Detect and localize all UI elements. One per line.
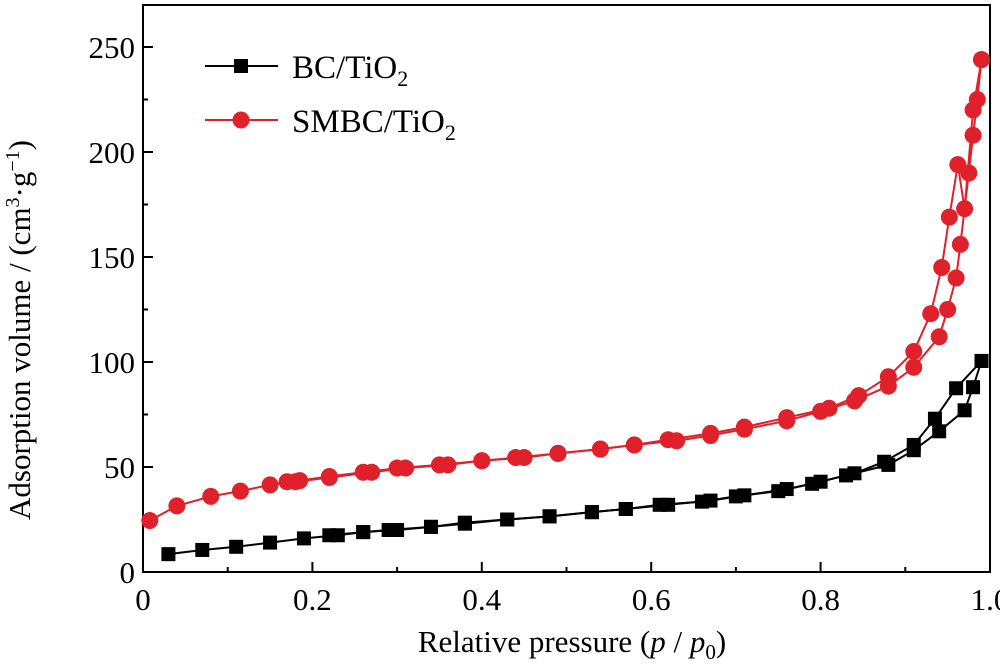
data-point-bc-tio2 xyxy=(957,403,972,418)
y-tick-label: 0 xyxy=(120,555,136,590)
data-point-smbc-tio2 xyxy=(141,512,159,530)
data-point-smbc-tio2 xyxy=(261,476,279,494)
legend-label-smbc-tio2: SMBC/TiO2 xyxy=(292,104,456,145)
data-point-smbc-tio2 xyxy=(778,409,796,427)
data-point-smbc-tio2 xyxy=(363,463,381,481)
x-axis-title: Relative pressure (p / p0) xyxy=(418,624,726,664)
legend-label-bc-tio2: BC/TiO2 xyxy=(292,50,408,91)
data-point-smbc-tio2 xyxy=(973,51,991,69)
data-point-bc-tio2 xyxy=(661,497,676,512)
y-tick-label: 100 xyxy=(89,345,136,380)
x-tick-label: 0.8 xyxy=(801,582,840,617)
data-point-smbc-tio2 xyxy=(701,424,719,442)
data-point-bc-tio2 xyxy=(195,542,210,557)
series-bc-tio2 xyxy=(161,353,989,562)
series-layer xyxy=(141,51,991,562)
y-tick-label: 200 xyxy=(89,135,136,170)
data-point-smbc-tio2 xyxy=(939,301,957,318)
data-point-smbc-tio2 xyxy=(933,259,951,276)
data-point-smbc-tio2 xyxy=(905,343,923,360)
data-point-bc-tio2 xyxy=(584,505,599,520)
legend-marker-bc-tio2 xyxy=(234,59,248,73)
data-point-bc-tio2 xyxy=(813,474,828,489)
data-point-smbc-tio2 xyxy=(625,436,643,454)
data-point-smbc-tio2 xyxy=(820,399,838,417)
data-point-bc-tio2 xyxy=(322,528,337,543)
data-point-bc-tio2 xyxy=(927,411,942,426)
data-point-smbc-tio2 xyxy=(850,387,868,405)
axes: 0 0.2 0.4 0.6 0.8 1.0 0 50 100 150 200 250 xyxy=(89,4,1000,617)
data-point-smbc-tio2 xyxy=(930,328,948,346)
data-point-smbc-tio2 xyxy=(168,497,186,515)
data-point-bc-tio2 xyxy=(779,482,794,497)
data-point-smbc-tio2 xyxy=(947,269,965,287)
legend-item-smbc-tio2: SMBC/TiO2 xyxy=(205,104,456,145)
x-tick-label: 1.0 xyxy=(971,582,1000,617)
data-point-smbc-tio2 xyxy=(735,418,753,436)
data-point-bc-tio2 xyxy=(423,519,438,534)
data-point-bc-tio2 xyxy=(356,525,371,540)
data-point-bc-tio2 xyxy=(932,424,947,439)
data-point-smbc-tio2 xyxy=(549,444,567,462)
data-point-smbc-tio2 xyxy=(949,156,967,174)
data-point-smbc-tio2 xyxy=(905,358,923,376)
data-point-bc-tio2 xyxy=(263,535,278,550)
data-point-bc-tio2 xyxy=(229,539,244,554)
data-point-bc-tio2 xyxy=(703,493,718,508)
x-tick-label: 0 xyxy=(135,582,151,617)
data-point-smbc-tio2 xyxy=(591,440,609,458)
data-point-smbc-tio2 xyxy=(515,449,533,467)
data-point-bc-tio2 xyxy=(974,353,989,368)
data-point-bc-tio2 xyxy=(381,523,396,537)
data-point-smbc-tio2 xyxy=(397,459,415,477)
data-point-smbc-tio2 xyxy=(922,305,940,323)
y-axis-title: Adsorption volume / (cm3·g−1) xyxy=(2,140,37,520)
data-point-bc-tio2 xyxy=(500,512,515,527)
y-tick-label: 150 xyxy=(89,240,136,275)
data-point-bc-tio2 xyxy=(542,509,557,524)
data-point-smbc-tio2 xyxy=(278,473,296,491)
data-point-bc-tio2 xyxy=(161,547,176,562)
data-point-smbc-tio2 xyxy=(320,469,338,486)
y-tick-label: 50 xyxy=(104,450,135,485)
data-point-bc-tio2 xyxy=(618,502,633,516)
data-point-smbc-tio2 xyxy=(964,101,982,119)
data-point-bc-tio2 xyxy=(966,380,981,395)
data-point-smbc-tio2 xyxy=(964,126,982,144)
legend: BC/TiO2 SMBC/TiO2 xyxy=(205,50,456,145)
data-point-bc-tio2 xyxy=(457,516,472,531)
data-point-bc-tio2 xyxy=(296,531,311,546)
series-smbc-tio2 xyxy=(141,51,991,530)
data-point-smbc-tio2 xyxy=(951,235,969,253)
data-point-smbc-tio2 xyxy=(231,482,249,500)
data-point-smbc-tio2 xyxy=(879,368,897,386)
data-point-bc-tio2 xyxy=(847,466,862,481)
data-point-smbc-tio2 xyxy=(202,487,220,505)
x-tick-label: 0.2 xyxy=(293,582,332,617)
data-point-smbc-tio2 xyxy=(473,452,491,470)
data-point-smbc-tio2 xyxy=(439,456,457,474)
x-tick-label: 0.4 xyxy=(462,582,501,617)
data-point-smbc-tio2 xyxy=(659,431,677,449)
legend-marker-smbc-tio2 xyxy=(232,111,250,129)
data-point-smbc-tio2 xyxy=(956,200,974,218)
data-point-bc-tio2 xyxy=(737,488,752,503)
data-point-bc-tio2 xyxy=(906,437,921,452)
legend-item-bc-tio2: BC/TiO2 xyxy=(205,50,408,91)
data-point-bc-tio2 xyxy=(877,454,892,469)
x-tick-label: 0.6 xyxy=(632,582,671,617)
data-point-smbc-tio2 xyxy=(940,208,958,226)
data-point-bc-tio2 xyxy=(949,381,964,396)
y-tick-label: 250 xyxy=(89,30,136,65)
